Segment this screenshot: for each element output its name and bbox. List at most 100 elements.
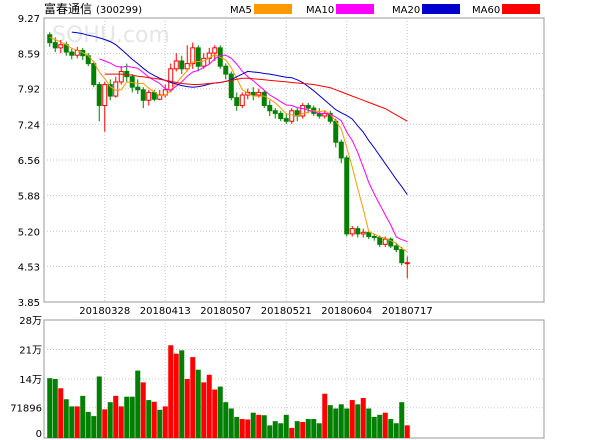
- date-x-axis: 20180328 20180413 20180507 20180521 20180604…: [79, 306, 432, 317]
- candle-body: [168, 68, 174, 91]
- volume-bar: [245, 419, 251, 438]
- volume-bar: [371, 416, 377, 438]
- stock-title: 富春通信: [44, 1, 92, 16]
- volume-bar: [399, 402, 405, 438]
- legend-swatch: [336, 4, 374, 14]
- candle-body: [228, 73, 234, 99]
- volume-bar: [366, 408, 372, 438]
- date-tick-label: 20180604: [321, 306, 372, 317]
- candle-body: [355, 228, 361, 235]
- candle-body: [118, 70, 124, 83]
- candle-body: [388, 238, 394, 247]
- stock-code: (300299): [96, 5, 142, 16]
- volume-bar: [322, 393, 328, 438]
- candle-body: [272, 110, 278, 114]
- candle-body: [305, 105, 311, 109]
- volume-bar: [102, 409, 108, 438]
- price-tick-label: 7.24: [18, 120, 40, 131]
- volume-bar: [190, 357, 196, 438]
- volume-bar: [393, 423, 399, 438]
- legend-label: MA10: [306, 5, 334, 16]
- candle-body: [223, 65, 229, 75]
- volume-bar: [135, 370, 141, 438]
- volume-bar: [162, 406, 168, 438]
- candle-body: [267, 105, 273, 112]
- volume-bar: [201, 382, 207, 438]
- ma-legend: MA5 MA10 MA20 MA60: [230, 4, 540, 16]
- candle-body: [256, 91, 262, 96]
- volume-bar: [140, 382, 146, 438]
- price-tick-label: 4.53: [18, 262, 40, 273]
- candlestick-series: [47, 32, 410, 279]
- candle-body: [338, 141, 344, 159]
- candle-body: [179, 60, 185, 70]
- candle-body: [96, 84, 102, 107]
- volume-bar: [74, 406, 80, 438]
- volume-bar: [300, 421, 306, 438]
- volume-bar: [239, 419, 245, 438]
- price-tick-label: 6.56: [18, 156, 40, 167]
- candle-body: [239, 94, 245, 107]
- volume-bar: [157, 409, 163, 438]
- price-tick-label: 8.59: [18, 50, 40, 61]
- volume-bar: [129, 396, 135, 438]
- candle-body: [261, 91, 267, 107]
- volume-bar: [80, 395, 86, 438]
- candle-body: [234, 97, 240, 107]
- volume-bar: [234, 416, 240, 438]
- volume-bar: [278, 423, 284, 438]
- volume-bar: [151, 401, 157, 438]
- candle-body: [366, 231, 372, 238]
- candle-body: [289, 110, 295, 122]
- volume-bar: [107, 402, 113, 438]
- ma-line-ma60: [104, 73, 408, 122]
- candle-body: [333, 120, 339, 143]
- volume-bar: [289, 427, 295, 438]
- volume-bar: [124, 396, 130, 438]
- volume-bar: [179, 350, 185, 438]
- candle-body: [382, 238, 388, 245]
- volume-tick-label: 0: [36, 429, 42, 440]
- candle-body: [349, 228, 355, 235]
- price-tick-label: 3.85: [18, 298, 40, 309]
- legend-label: MA60: [472, 5, 500, 16]
- candle-body: [184, 63, 190, 70]
- volume-bar: [91, 416, 97, 438]
- volume-bar: [305, 419, 311, 438]
- volume-bar: [267, 425, 273, 438]
- candle-body: [47, 34, 53, 44]
- candle-body: [52, 42, 58, 49]
- volume-bar: [195, 369, 201, 438]
- date-tick-label: 20180717: [382, 306, 433, 317]
- date-tick-label: 20180328: [79, 306, 130, 317]
- date-tick-label: 20180521: [261, 306, 312, 317]
- volume-bar: [206, 374, 212, 438]
- volume-bar: [360, 397, 366, 438]
- candle-body: [102, 84, 108, 107]
- ma-line-ma5: [49, 36, 408, 253]
- volume-bar: [96, 376, 102, 438]
- volume-bar: [146, 400, 152, 438]
- price-tick-label: 7.92: [18, 85, 40, 96]
- volume-tick-label: 71896: [10, 404, 42, 415]
- volume-bar: [184, 379, 190, 438]
- candle-body: [377, 237, 383, 245]
- volume-bar: [327, 405, 333, 438]
- volume-bar: [261, 415, 267, 438]
- volume-bar: [52, 379, 58, 438]
- date-tick-label: 20180507: [200, 306, 251, 317]
- volume-bar: [404, 425, 410, 438]
- volume-bar: [118, 406, 124, 438]
- volume-bar: [223, 402, 229, 438]
- date-tick-label: 20180413: [140, 306, 191, 317]
- volume-bar: [69, 406, 75, 438]
- candle-body: [399, 249, 405, 264]
- volume-bar: [58, 388, 64, 438]
- price-y-axis: 9.27 8.59 7.92 7.24 6.56 5.88 5.20 4.53 3.85: [18, 14, 40, 309]
- volume-bar: [382, 412, 388, 438]
- legend-swatch: [422, 4, 460, 14]
- volume-bar: [338, 404, 344, 438]
- candle-body: [140, 89, 146, 101]
- volume-tick-label: 21万: [19, 346, 42, 357]
